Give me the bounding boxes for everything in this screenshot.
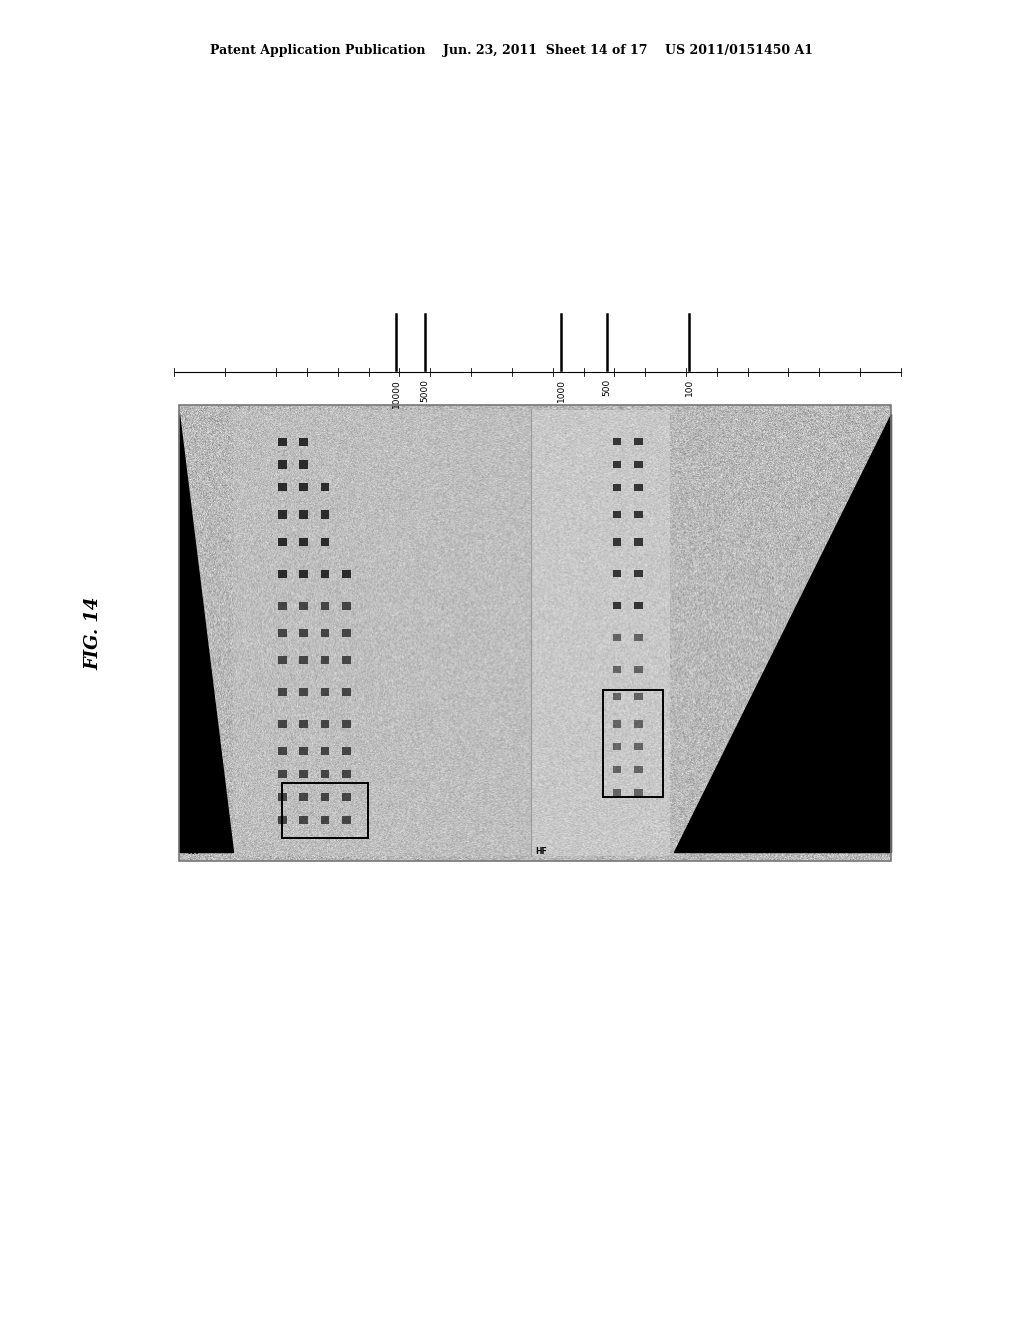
- Text: Patent Application Publication    Jun. 23, 2011  Sheet 14 of 17    US 2011/01514: Patent Application Publication Jun. 23, …: [211, 44, 813, 57]
- Bar: [279, 537, 287, 546]
- Text: FIG. 14: FIG. 14: [84, 597, 102, 671]
- Bar: [634, 461, 642, 469]
- Bar: [612, 693, 622, 701]
- Bar: [342, 770, 350, 779]
- Bar: [612, 461, 622, 469]
- Bar: [634, 743, 642, 751]
- Bar: [634, 483, 642, 491]
- Text: 5000: 5000: [421, 379, 429, 401]
- Bar: [634, 788, 642, 796]
- Bar: [342, 719, 350, 729]
- Bar: [279, 570, 287, 578]
- Bar: [279, 770, 287, 779]
- Bar: [634, 570, 642, 577]
- Bar: [299, 770, 308, 779]
- Bar: [279, 688, 287, 696]
- Bar: [612, 438, 622, 445]
- Text: 500: 500: [603, 379, 611, 396]
- Bar: [279, 816, 287, 824]
- Bar: [612, 602, 622, 610]
- Bar: [279, 483, 287, 491]
- Bar: [283, 783, 368, 838]
- Bar: [321, 793, 330, 801]
- Bar: [321, 570, 330, 578]
- Bar: [299, 511, 308, 519]
- Bar: [612, 511, 622, 519]
- Text: 1000: 1000: [557, 379, 565, 401]
- Bar: [299, 483, 308, 491]
- Bar: [321, 688, 330, 696]
- Bar: [634, 665, 642, 673]
- Bar: [321, 602, 330, 610]
- Bar: [321, 511, 330, 519]
- Bar: [342, 602, 350, 610]
- Polygon shape: [179, 414, 232, 851]
- Bar: [279, 602, 287, 610]
- Bar: [612, 743, 622, 751]
- Bar: [299, 437, 308, 446]
- Bar: [342, 656, 350, 664]
- Bar: [612, 766, 622, 774]
- Bar: [299, 656, 308, 664]
- Bar: [279, 793, 287, 801]
- Bar: [321, 628, 330, 638]
- Bar: [299, 747, 308, 755]
- Bar: [321, 747, 330, 755]
- Bar: [279, 511, 287, 519]
- Bar: [634, 511, 642, 519]
- Bar: [342, 793, 350, 801]
- Bar: [279, 461, 287, 469]
- Bar: [179, 405, 891, 861]
- Bar: [634, 602, 642, 610]
- Bar: [299, 628, 308, 638]
- Bar: [299, 793, 308, 801]
- Bar: [634, 766, 642, 774]
- Bar: [342, 816, 350, 824]
- Bar: [612, 721, 622, 727]
- Bar: [612, 665, 622, 673]
- Bar: [279, 437, 287, 446]
- Bar: [634, 693, 642, 701]
- Bar: [634, 539, 642, 545]
- Bar: [634, 721, 642, 727]
- Bar: [342, 688, 350, 696]
- Bar: [612, 570, 622, 577]
- Bar: [299, 719, 308, 729]
- Bar: [321, 816, 330, 824]
- Bar: [279, 747, 287, 755]
- Bar: [299, 570, 308, 578]
- Bar: [612, 483, 622, 491]
- Bar: [612, 634, 622, 642]
- Bar: [321, 483, 330, 491]
- Text: 10000: 10000: [392, 379, 400, 408]
- Bar: [612, 788, 622, 796]
- Bar: [279, 719, 287, 729]
- Text: HF: HF: [535, 847, 547, 857]
- Bar: [321, 719, 330, 729]
- Bar: [531, 409, 671, 857]
- Bar: [603, 690, 664, 797]
- Bar: [342, 570, 350, 578]
- Bar: [299, 461, 308, 469]
- Bar: [612, 539, 622, 545]
- Bar: [279, 656, 287, 664]
- Bar: [634, 634, 642, 642]
- Bar: [232, 409, 531, 857]
- Bar: [299, 537, 308, 546]
- Bar: [342, 628, 350, 638]
- Bar: [321, 770, 330, 779]
- Bar: [299, 602, 308, 610]
- Bar: [321, 537, 330, 546]
- Text: WT: WT: [186, 847, 200, 857]
- Bar: [299, 688, 308, 696]
- Bar: [279, 628, 287, 638]
- Bar: [321, 656, 330, 664]
- Bar: [634, 438, 642, 445]
- Bar: [299, 816, 308, 824]
- Bar: [342, 747, 350, 755]
- Text: 100: 100: [685, 379, 693, 396]
- Polygon shape: [674, 414, 891, 851]
